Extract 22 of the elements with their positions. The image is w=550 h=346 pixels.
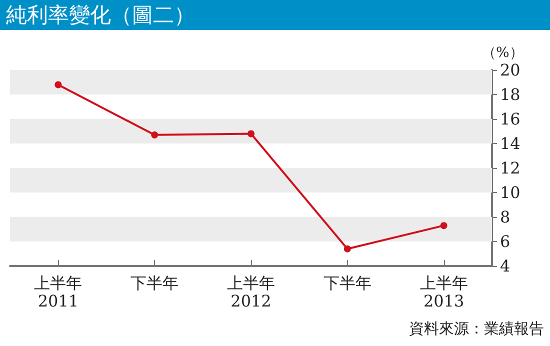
x-tick-label: 下半年 <box>323 274 372 292</box>
y-tick-label: 4 <box>500 256 510 276</box>
point <box>344 245 351 252</box>
y-tick-label: 10 <box>500 183 520 202</box>
source-note: 資料來源：業績報告 <box>409 320 544 338</box>
y-tick-label: 18 <box>500 85 520 104</box>
point <box>440 222 448 230</box>
x-tick-label: 下半年 <box>130 274 179 292</box>
y-tick-label: 12 <box>500 158 520 178</box>
y-tick-label: 8 <box>500 208 510 226</box>
chart-title: 純利率變化（圖二） <box>0 0 550 30</box>
x-tick-label: 上半年 2011 <box>34 274 82 310</box>
y-tick-label: 14 <box>500 134 520 153</box>
x-tick-label: 上半年 2012 <box>227 274 275 310</box>
x-tick-label: 上半年 2013 <box>420 274 468 310</box>
point <box>54 81 62 88</box>
y-tick-label: 16 <box>500 110 520 128</box>
y-axis-title: （%） <box>482 45 524 61</box>
y-tick-label: 6 <box>500 232 510 251</box>
y-tick-label: 20 <box>500 60 520 80</box>
point <box>151 131 158 138</box>
point <box>248 130 254 138</box>
